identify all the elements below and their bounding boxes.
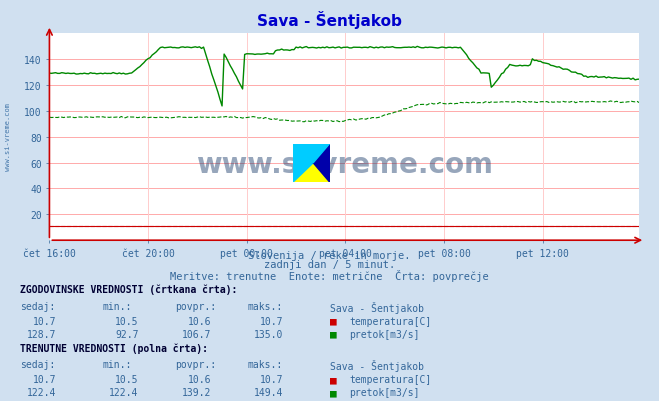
Text: ■: ■ <box>330 387 336 397</box>
Text: pretok[m3/s]: pretok[m3/s] <box>349 387 420 397</box>
Text: 10.5: 10.5 <box>115 375 138 385</box>
Polygon shape <box>293 144 313 182</box>
Text: povpr.:: povpr.: <box>175 359 215 369</box>
Text: ZGODOVINSKE VREDNOSTI (črtkana črta):: ZGODOVINSKE VREDNOSTI (črtkana črta): <box>20 284 237 294</box>
Text: Sava - Šentjakob: Sava - Šentjakob <box>330 301 424 313</box>
Text: 10.7: 10.7 <box>32 375 56 385</box>
Polygon shape <box>313 144 330 182</box>
Text: www.si-vreme.com: www.si-vreme.com <box>196 150 493 178</box>
Text: povpr.:: povpr.: <box>175 301 215 311</box>
Text: ■: ■ <box>330 316 336 326</box>
Text: TRENUTNE VREDNOSTI (polna črta):: TRENUTNE VREDNOSTI (polna črta): <box>20 342 208 353</box>
Text: 10.7: 10.7 <box>260 316 283 326</box>
Text: 122.4: 122.4 <box>26 387 56 397</box>
Text: 139.2: 139.2 <box>181 387 211 397</box>
Text: ■: ■ <box>330 329 336 339</box>
Text: www.si-vreme.com: www.si-vreme.com <box>5 102 11 170</box>
Text: 135.0: 135.0 <box>254 329 283 339</box>
Text: 128.7: 128.7 <box>26 329 56 339</box>
Text: 149.4: 149.4 <box>254 387 283 397</box>
Text: maks.:: maks.: <box>247 301 282 311</box>
Text: sedaj:: sedaj: <box>20 301 55 311</box>
Text: temperatura[C]: temperatura[C] <box>349 375 432 385</box>
Text: 10.6: 10.6 <box>187 375 211 385</box>
Text: zadnji dan / 5 minut.: zadnji dan / 5 minut. <box>264 260 395 270</box>
Text: ■: ■ <box>330 375 336 385</box>
Text: 10.5: 10.5 <box>115 316 138 326</box>
Polygon shape <box>293 144 330 164</box>
Text: pretok[m3/s]: pretok[m3/s] <box>349 329 420 339</box>
Text: temperatura[C]: temperatura[C] <box>349 316 432 326</box>
Text: sedaj:: sedaj: <box>20 359 55 369</box>
Text: Sava - Šentjakob: Sava - Šentjakob <box>330 359 424 371</box>
Text: 10.7: 10.7 <box>32 316 56 326</box>
Text: 92.7: 92.7 <box>115 329 138 339</box>
Text: 10.6: 10.6 <box>187 316 211 326</box>
Text: min.:: min.: <box>102 359 132 369</box>
Text: maks.:: maks.: <box>247 359 282 369</box>
Text: Slovenija / reke in morje.: Slovenija / reke in morje. <box>248 251 411 261</box>
Text: Sava - Šentjakob: Sava - Šentjakob <box>257 11 402 29</box>
Text: min.:: min.: <box>102 301 132 311</box>
Text: 10.7: 10.7 <box>260 375 283 385</box>
Text: Meritve: trenutne  Enote: metrične  Črta: povprečje: Meritve: trenutne Enote: metrične Črta: … <box>170 269 489 282</box>
Text: 106.7: 106.7 <box>181 329 211 339</box>
Text: 122.4: 122.4 <box>109 387 138 397</box>
